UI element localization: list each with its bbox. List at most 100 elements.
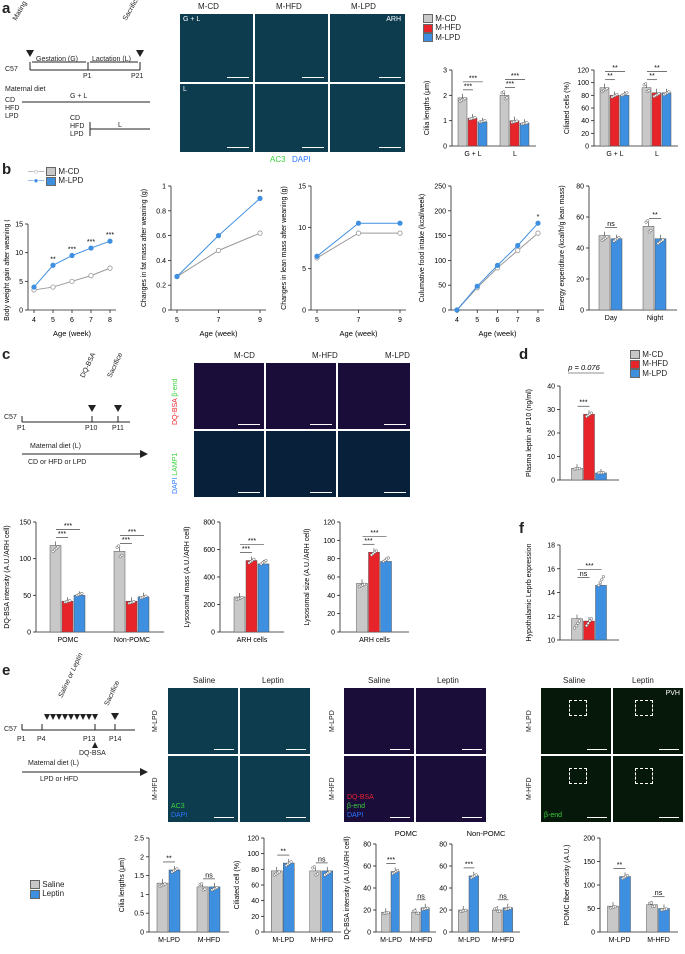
legend-item-leptin: Leptin (30, 889, 64, 899)
bar (125, 600, 138, 633)
y-tick-label: 0 (367, 930, 371, 937)
x-tick-label: M-LPD (380, 937, 402, 944)
bar (245, 560, 258, 633)
y-tick-label: 80 (251, 867, 259, 874)
y-axis-label: POMC fiber density (A.U.) (564, 845, 571, 926)
p4-label: P4 (37, 736, 46, 743)
data-point (215, 886, 219, 890)
y-tick-label: 40 (327, 593, 335, 600)
y-tick-label: 3 (443, 68, 447, 75)
bar (599, 87, 610, 147)
data-point (601, 575, 605, 579)
x-tick-label: ARH cells (359, 637, 390, 644)
x-axis-label: Age (week) (479, 329, 517, 338)
bar (492, 909, 503, 933)
x-tick-label: 5 (475, 317, 479, 324)
x-tick-label: 7 (516, 317, 520, 324)
data-point (174, 273, 180, 280)
gestation-label: Gestation (G) (36, 56, 79, 63)
micro-e3-col-leptin: Leptin (632, 676, 654, 685)
y-axis-label: Plasma leptin at P10 (ng/ml) (526, 389, 533, 477)
y-tick-label: 0 (162, 308, 166, 315)
bar (420, 907, 430, 933)
micrograph-a-lpd-gl: ARH (330, 14, 405, 82)
y-tick-label: 20 (363, 908, 371, 915)
timeline-c (21, 405, 148, 458)
diets-label: LPD or HFD (40, 776, 79, 783)
sig-label: ns (205, 872, 213, 879)
sig-label: ** (654, 65, 660, 72)
y-tick-label: 60 (251, 883, 259, 890)
sig-label: *** (506, 81, 514, 88)
micro-e3-col-saline: Saline (563, 676, 586, 685)
data-point (617, 235, 621, 240)
bar (661, 92, 672, 147)
stain-row2: DAPI LAMP1 (172, 452, 179, 494)
micro-c-col-lpd: M-LPD (385, 351, 410, 360)
y-tick-label: 100 (434, 258, 446, 265)
micro-e1-col-leptin: Leptin (262, 676, 284, 685)
x-tick-label: POMC (58, 637, 79, 644)
y-tick-label: 100 (19, 556, 31, 563)
data-point (277, 870, 281, 874)
x-tick-label: G + L (464, 151, 481, 158)
bar (610, 238, 623, 311)
sig-label: *** (465, 861, 473, 868)
data-point (515, 119, 519, 123)
data-point (120, 553, 124, 557)
micrograph-e-dq-lpd-leptin (416, 688, 486, 754)
bar (257, 563, 270, 633)
data-point (577, 466, 581, 470)
y-tick-label: 120 (577, 68, 589, 75)
panel-letter-b: b (2, 161, 12, 178)
y-axis-label: Culumative food intake (kcal/week) (419, 194, 426, 303)
timeline-e (21, 713, 148, 776)
data-point (535, 220, 541, 226)
bar (509, 120, 520, 147)
x-tick-label: 7 (357, 317, 361, 324)
micrograph-a-cd-gl: G + L (180, 14, 253, 82)
bar (619, 95, 630, 147)
sig-label: ns (607, 221, 615, 228)
p1-label: P1 (17, 736, 26, 743)
maternal-diet-label: Maternal diet (L) (30, 443, 81, 450)
y-axis-label: DQ-BSA intensity (A.U./ARH cell) (4, 525, 11, 628)
y-tick-label: 20 (251, 914, 259, 921)
data-point (257, 195, 263, 201)
data-point (502, 90, 506, 94)
y-axis-label: DQ-BSA intensity (A.U./ARH cell) (344, 836, 351, 939)
x-tick-label: M-LPD (458, 937, 480, 944)
micrograph-a-hfd-gl (255, 14, 328, 82)
x-tick-label: ARH cells (237, 637, 268, 644)
x-tick-label: L (513, 151, 517, 158)
micro-c-col-hfd: M-HFD (312, 351, 338, 360)
sig-label: *** (364, 538, 372, 545)
bar (356, 583, 368, 633)
micrograph-e-fiber-lpd-saline (541, 688, 611, 754)
y-tick-label: 200 (434, 208, 446, 215)
micro-c-col-cd: M-CD (234, 351, 255, 360)
data-point (661, 238, 665, 242)
diets-label: CD or HFD or LPD (28, 459, 87, 466)
y-tick-label: 50 (23, 593, 31, 600)
y-tick-label: 0 (442, 308, 446, 315)
diet-hfd: HFD (5, 105, 20, 112)
bar (571, 618, 583, 641)
data-point (664, 907, 668, 911)
bar (457, 97, 468, 147)
data-point (107, 238, 113, 244)
bar (208, 886, 221, 933)
data-point (386, 910, 390, 915)
data-point (163, 882, 167, 886)
data-point (535, 230, 541, 236)
data-point (355, 230, 362, 236)
data-point (413, 909, 417, 913)
y-tick-label: 150 (434, 233, 446, 240)
y-tick-label: 12 (547, 614, 555, 621)
micro-e2-col-leptin: Leptin (437, 676, 459, 685)
bar (113, 551, 126, 633)
sig-label: *** (464, 83, 472, 90)
data-point (69, 278, 75, 284)
y-tick-label: 0 (551, 478, 555, 485)
p1-label: P1 (83, 73, 92, 80)
